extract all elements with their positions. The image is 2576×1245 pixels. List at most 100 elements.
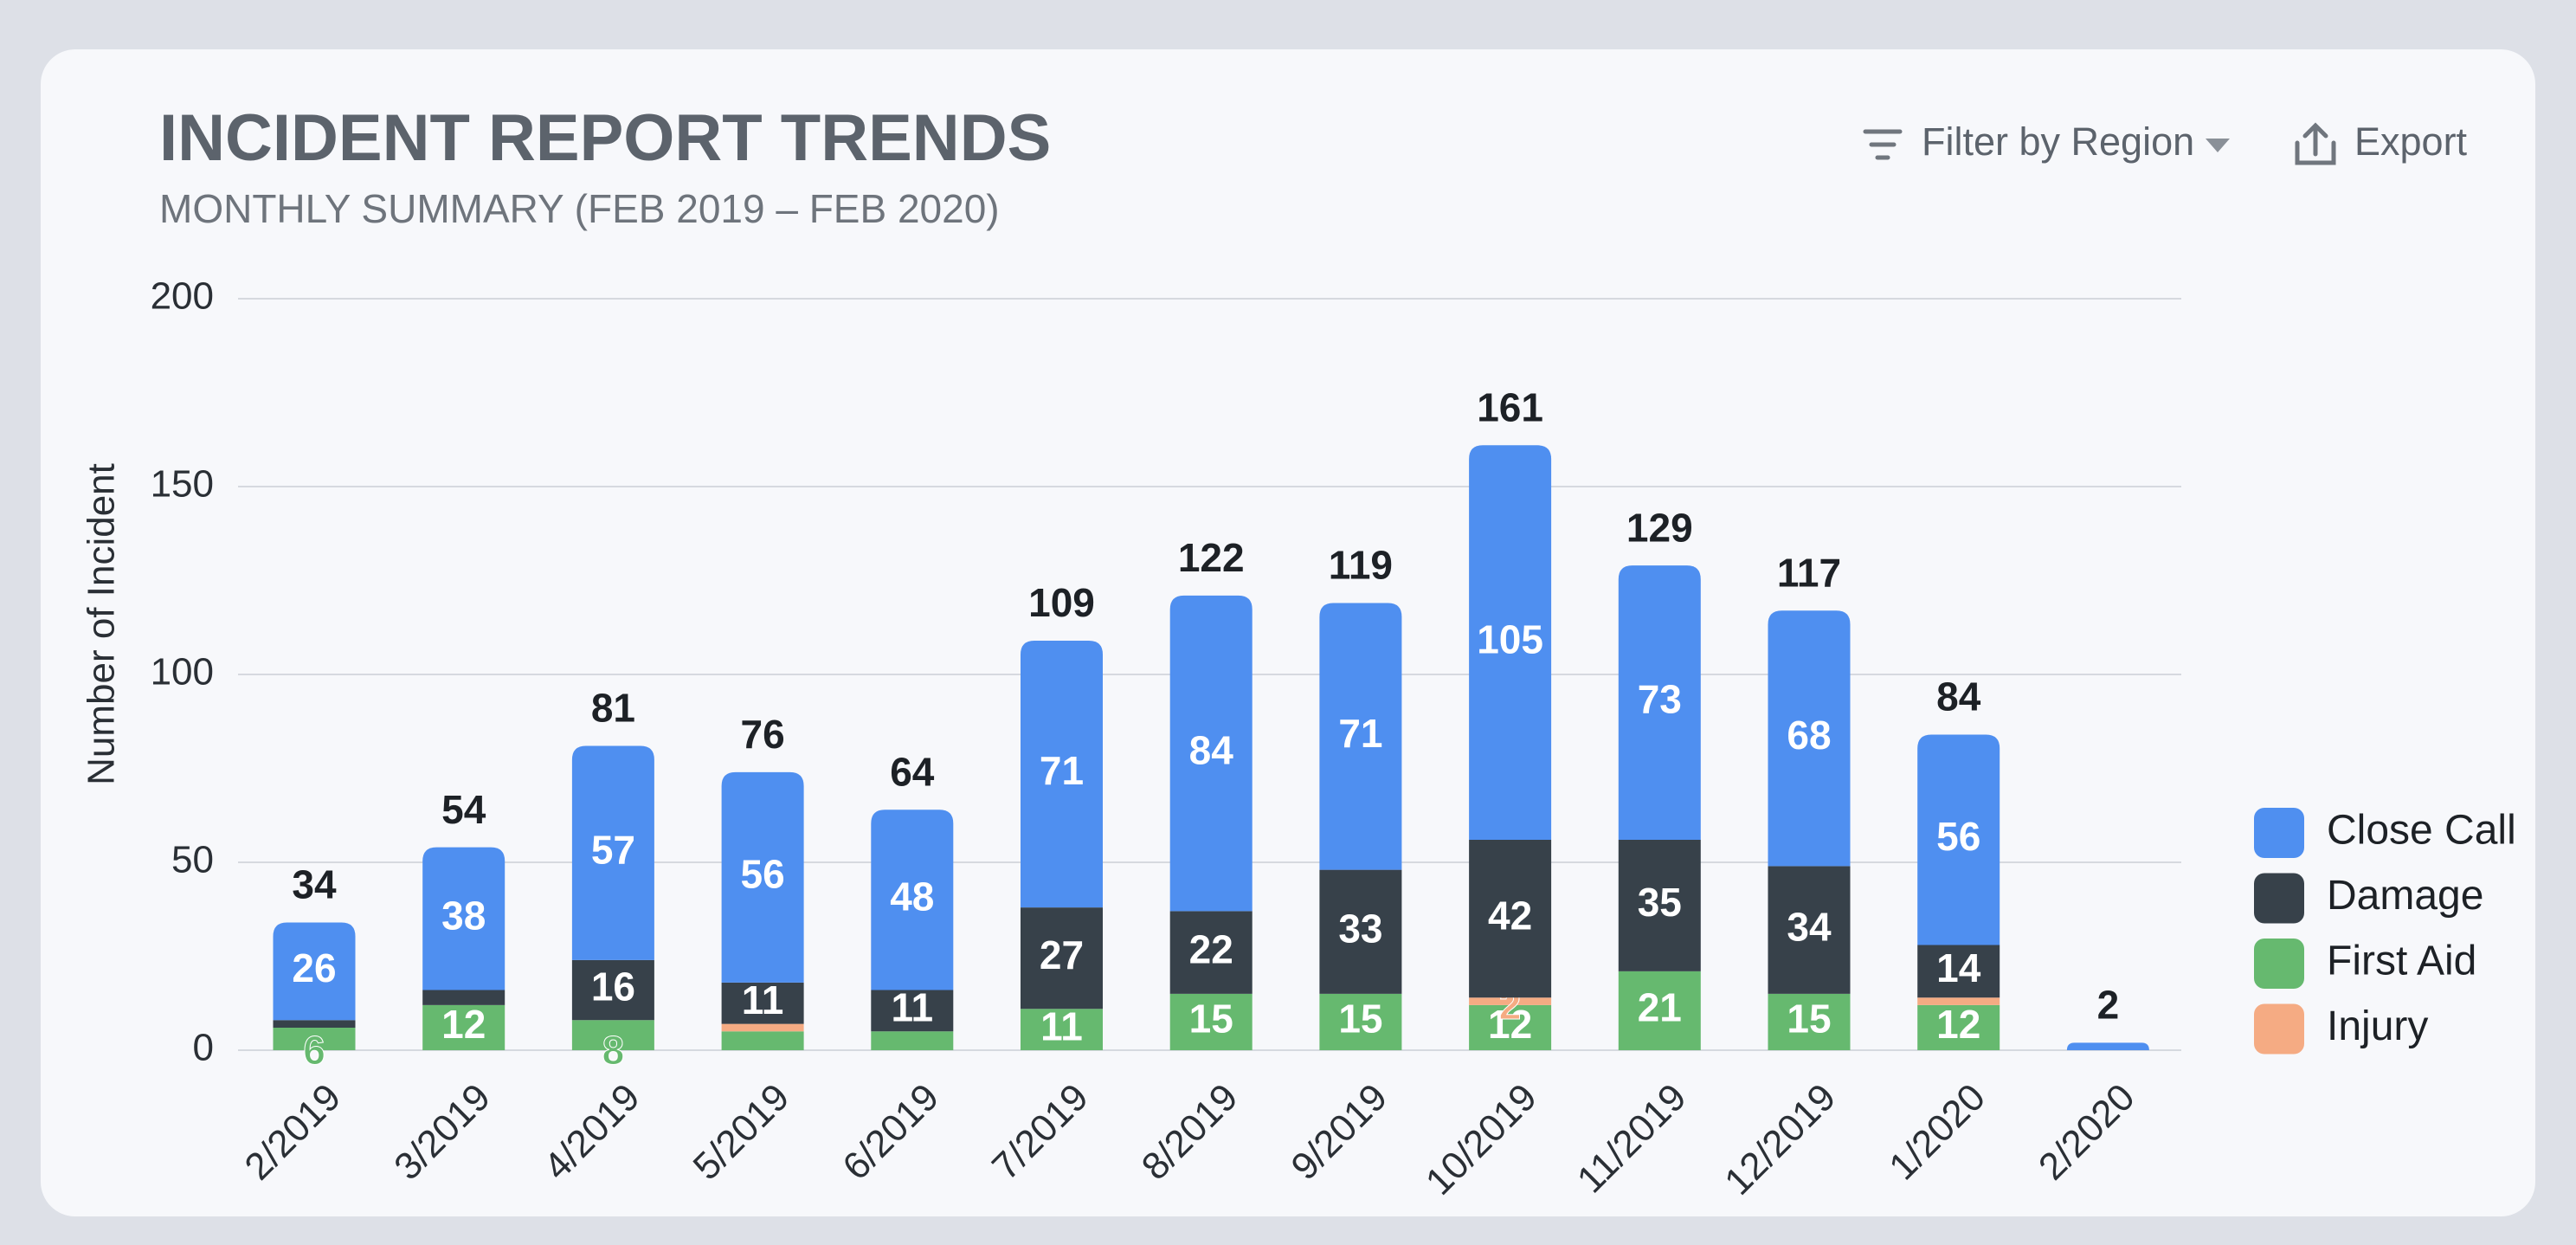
bar-segment: [1469, 839, 1552, 998]
y-axis-label: Number of Incident: [80, 463, 123, 785]
segment-label: 71: [1040, 748, 1084, 793]
bar-segment: [1021, 907, 1103, 1010]
total-label: 161: [1477, 384, 1543, 429]
segment-label: 15: [1787, 997, 1831, 1042]
card: [41, 49, 2535, 1216]
bar-segment: [1618, 971, 1701, 1050]
segment-label: 27: [1040, 932, 1084, 977]
segment-label: 11: [891, 985, 933, 1030]
bar-segment: [1917, 1004, 2000, 1050]
segment-label: 26: [292, 945, 336, 990]
bar-segment: [1169, 911, 1253, 994]
segment-label: 33: [1338, 906, 1382, 951]
chart-subtitle: MONTHLY SUMMARY (FEB 2019 – FEB 2020): [159, 186, 1000, 231]
y-tick-label: 50: [171, 839, 214, 881]
total-label: 84: [1936, 674, 1981, 719]
segment-label: 68: [1787, 713, 1831, 758]
legend-label: Close Call: [2327, 808, 2516, 854]
bar-segment: [1021, 1009, 1103, 1050]
bar-segment: [273, 1020, 356, 1028]
y-tick-label: 0: [193, 1027, 214, 1069]
bar-segment: [1169, 993, 1253, 1050]
dropdown-arrow: [2206, 139, 2230, 152]
total-label: 117: [1777, 550, 1841, 595]
bar-segment: [1618, 839, 1701, 971]
segment-label: 57: [591, 827, 635, 872]
bar-segment: [1319, 869, 1402, 994]
legend-label: Damage: [2327, 873, 2483, 919]
bar-segment: [871, 990, 954, 1032]
bar-segment: [273, 922, 356, 1021]
segment-label: 48: [890, 874, 934, 919]
segment-label: 73: [1638, 677, 1682, 722]
legend-swatch: [2254, 1003, 2304, 1055]
bar-segment: [1469, 1004, 1552, 1050]
bar-segment: [1618, 565, 1701, 840]
total-label: 76: [741, 712, 785, 757]
bar-segment: [1469, 997, 1552, 1005]
y-tick-label: 100: [151, 651, 214, 693]
total-label: 122: [1178, 535, 1245, 580]
bar-segment: [2066, 1042, 2149, 1050]
bar-segment: [571, 959, 654, 1021]
segment-label: 12: [1936, 1002, 1980, 1047]
segment-label: 6: [303, 1028, 325, 1073]
segment-label: 16: [591, 964, 635, 1010]
segment-label: 105: [1477, 616, 1543, 661]
segment-label: 56: [741, 852, 785, 897]
bar-segment: [571, 1020, 654, 1050]
filter-button[interactable]: Filter by Region: [1863, 119, 2230, 164]
bar-segment: [1169, 595, 1253, 912]
bar-segment: [1768, 993, 1851, 1050]
segment-label: 12: [441, 1002, 486, 1047]
bar-segment: [721, 1023, 804, 1032]
segment-label: 14: [1936, 945, 1981, 990]
segment-label: 15: [1189, 997, 1233, 1042]
legend-swatch: [2254, 873, 2304, 924]
export-label: Export: [2354, 119, 2468, 164]
total-label: 54: [441, 787, 486, 832]
filter-icon: [1863, 129, 1903, 160]
bar-segment: [721, 1031, 804, 1050]
total-label: 81: [591, 686, 635, 731]
bar-segment: [1768, 610, 1851, 867]
segment-label: 84: [1189, 727, 1234, 772]
segment-label: 8: [602, 1028, 625, 1073]
total-label: 119: [1329, 543, 1393, 588]
y-tick-label: 150: [151, 463, 214, 506]
total-label: 129: [1626, 505, 1693, 550]
segment-label: 11: [1040, 1003, 1083, 1048]
bar-segment: [422, 1004, 506, 1050]
bar-segment: [571, 745, 654, 960]
bar-segment: [721, 982, 804, 1024]
bar-segment: [1917, 734, 2000, 945]
segment-label: 71: [1338, 711, 1382, 756]
legend-label: First Aid: [2327, 939, 2476, 984]
y-tick-label: 200: [151, 275, 214, 318]
segment-label: 15: [1338, 997, 1382, 1042]
bar-segment: [1021, 640, 1103, 908]
total-label: 34: [292, 862, 337, 907]
segment-label: 35: [1638, 880, 1682, 925]
legend-swatch: [2254, 808, 2304, 858]
bar-segment: [422, 990, 506, 1005]
filter-label: Filter by Region: [1922, 119, 2194, 164]
bar-segment: [1768, 866, 1851, 994]
bar-segment: [273, 1027, 356, 1050]
total-label: 64: [890, 749, 935, 794]
bar-segment: [1319, 603, 1402, 870]
bar-segment: [1469, 445, 1552, 840]
segment-label: 11: [742, 977, 784, 1022]
bar-segment: [871, 810, 954, 990]
total-label: 109: [1028, 580, 1095, 625]
chart-title: INCIDENT REPORT TRENDS: [159, 101, 1051, 175]
bar-segment: [721, 771, 804, 983]
total-label: 2: [2097, 982, 2120, 1027]
segment-label: 34: [1787, 904, 1832, 949]
legend-label: Injury: [2327, 1003, 2428, 1049]
segment-label: 42: [1488, 893, 1532, 938]
export-button[interactable]: Export: [2295, 119, 2468, 165]
legend-swatch: [2254, 939, 2304, 989]
bar-segment: [871, 1031, 954, 1050]
